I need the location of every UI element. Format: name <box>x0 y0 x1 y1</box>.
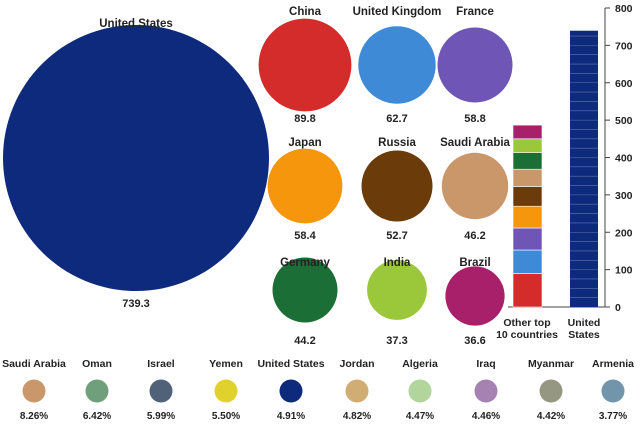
bubble-japan <box>267 148 343 224</box>
row-label-jordan: Jordan <box>339 358 374 370</box>
y-tick-label: 400 <box>615 153 633 165</box>
bubble-germany <box>272 257 338 323</box>
bubble-label-france: France <box>456 6 494 18</box>
bubble-value-france: 58.8 <box>464 113 485 125</box>
x-category-label-other-top-10-countries: Other top 10 countries <box>496 317 558 341</box>
row-label-algeria: Algeria <box>402 358 438 370</box>
bubble-label-united-states: United States <box>99 18 173 30</box>
bubble-saudi-arabia <box>441 152 509 220</box>
row-label-armenia: Armenia <box>592 358 634 370</box>
bubble-russia <box>361 150 433 222</box>
bubble-label-brazil: Brazil <box>459 257 490 269</box>
row-value-israel: 5.99% <box>147 411 175 422</box>
bubble-label-saudi-arabia: Saudi Arabia <box>440 137 510 149</box>
row-label-united-states: United States <box>257 358 324 370</box>
y-tick-label: 200 <box>615 227 633 239</box>
row-bubble-myanmar <box>539 379 563 403</box>
bubble-united-kingdom <box>358 26 436 104</box>
bubble-france <box>437 27 513 103</box>
bubble-value-china: 89.8 <box>294 113 315 125</box>
row-bubble-saudi-arabia <box>22 379 46 403</box>
row-label-iraq: Iraq <box>476 358 495 370</box>
y-tick-label: 0 <box>615 302 621 314</box>
stack-segment-germany <box>512 152 543 170</box>
bubble-india <box>367 260 427 320</box>
bubble-label-germany: Germany <box>280 257 330 269</box>
bubble-value-united-states: 739.3 <box>122 298 150 310</box>
percentage-bubble-row: Saudi Arabia 8.26% Oman 6.42% Israel 5.99% Yem… <box>2 358 634 422</box>
bubble-china <box>258 18 352 112</box>
y-tick-label: 700 <box>615 40 633 52</box>
row-value-iraq: 4.46% <box>472 411 500 422</box>
spending-bubbles: United States 739.3 China 89.8 United Kingdo… <box>3 6 513 347</box>
row-bubble-united-states <box>279 379 303 403</box>
bubble-label-china: China <box>289 6 322 18</box>
row-bubble-oman <box>85 379 109 403</box>
row-value-united-states: 4.91% <box>277 411 305 422</box>
row-value-yemen: 5.50% <box>212 411 240 422</box>
row-value-armenia: 3.77% <box>599 411 627 422</box>
stack-segment-united-kingdom <box>512 249 543 274</box>
stack-segment-saudi-arabia <box>512 168 543 187</box>
row-label-oman: Oman <box>82 358 112 370</box>
y-tick-label: 800 <box>615 3 633 15</box>
comparison-bar-chart: 0 100 200 300 400 500 600 700 800 Other top 10 cou… <box>496 3 633 341</box>
x-category-label-united-states: United States <box>568 317 601 341</box>
row-bubble-armenia <box>601 379 625 403</box>
bubble-value-saudi-arabia: 46.2 <box>464 230 485 242</box>
row-label-saudi-arabia: Saudi Arabia <box>2 358 66 370</box>
stack-segment-india <box>512 138 543 154</box>
row-value-algeria: 4.47% <box>406 411 434 422</box>
row-value-myanmar: 4.42% <box>537 411 565 422</box>
stack-segment-china <box>512 273 543 308</box>
stack-segment-france <box>512 227 543 251</box>
bubble-value-russia: 52.7 <box>386 230 407 242</box>
bubble-value-japan: 58.4 <box>294 230 316 242</box>
bubble-value-germany: 44.2 <box>294 335 315 347</box>
row-bubble-israel <box>149 379 173 403</box>
row-label-israel: Israel <box>147 358 175 370</box>
row-value-oman: 6.42% <box>83 411 111 422</box>
row-label-myanmar: Myanmar <box>528 358 574 370</box>
y-tick-label: 600 <box>615 78 633 90</box>
bubble-value-india: 37.3 <box>386 335 407 347</box>
y-tick-label: 100 <box>615 265 633 277</box>
row-bubble-yemen <box>214 379 238 403</box>
row-bubble-jordan <box>345 379 369 403</box>
bubble-brazil <box>445 266 505 326</box>
row-bubble-iraq <box>474 379 498 403</box>
row-bubble-algeria <box>408 379 432 403</box>
stack-segment-brazil <box>512 124 543 140</box>
y-tick-label: 300 <box>615 190 633 202</box>
row-label-yemen: Yemen <box>209 358 243 370</box>
stack-segment-japan <box>512 205 543 229</box>
bar-united-states <box>570 30 598 307</box>
y-tick-label: 500 <box>615 115 633 127</box>
stack-segment-russia <box>512 186 543 207</box>
bubble-value-united-kingdom: 62.7 <box>386 113 407 125</box>
bubble-united-states <box>3 25 269 291</box>
row-value-saudi-arabia: 8.26% <box>20 411 48 422</box>
bubble-value-brazil: 36.6 <box>464 335 485 347</box>
row-value-jordan: 4.82% <box>343 411 371 422</box>
bubble-label-russia: Russia <box>378 137 416 149</box>
bubble-label-united-kingdom: United Kingdom <box>353 6 442 18</box>
bubble-label-japan: Japan <box>288 137 321 149</box>
bubble-label-india: India <box>384 257 411 269</box>
